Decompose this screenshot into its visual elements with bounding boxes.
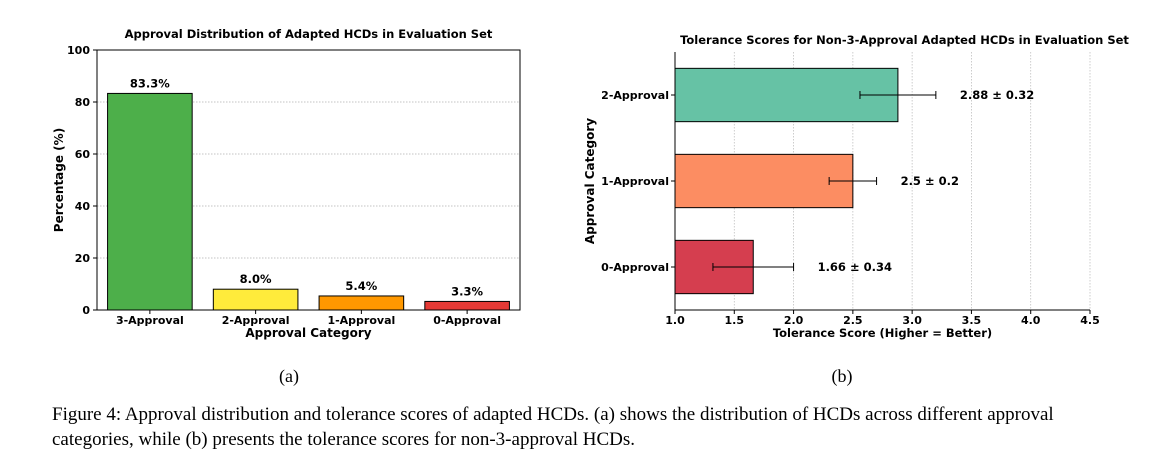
figure-caption: Figure 4: Approval distribution and tole…: [52, 404, 1054, 450]
tolerance-scores-chart: 1.0 1.5 2.0 2.5 3.0 3.5 4.0 4.5 2.88 ± 0.32 2-App…: [583, 33, 1129, 340]
x-tick-label: 2.5: [843, 314, 863, 327]
x-tick-label: 4.0: [1021, 314, 1041, 327]
approval-distribution-chart: 0 20 40 60 80 100 83.3% 3-Approval 8.0% 2-Approva…: [52, 27, 521, 340]
x-tick-label: 1.0: [665, 314, 685, 327]
y-tick-label: 0: [82, 304, 90, 317]
x-axis-label: Approval Category: [245, 326, 371, 340]
panel-a: 0 20 40 60 80 100 83.3% 3-Approval 8.0% 2-Approva…: [0, 0, 580, 360]
bar-value-label: 3.3%: [451, 284, 483, 298]
y-axis-label: Approval Category: [583, 118, 597, 244]
y-tick-label: 40: [75, 200, 91, 213]
bar-value-label: 2.5 ± 0.2: [901, 174, 959, 188]
bar-0-approval: [424, 300, 510, 311]
x-tick-label: 1-Approval: [327, 314, 395, 327]
y-axis-label: Percentage (%): [52, 128, 66, 232]
y-tick-label: 0-Approval: [601, 261, 669, 274]
x-tick-label: 3.5: [962, 314, 982, 327]
y-tick-label: 80: [75, 96, 91, 109]
x-tick-label: 3-Approval: [116, 314, 184, 327]
x-tick-label: 2-Approval: [222, 314, 290, 327]
bar-2-approval: [212, 288, 299, 311]
sublabel-a: (a): [279, 366, 299, 386]
bar-3-approval: [107, 92, 193, 311]
plot-frame: [96, 49, 521, 311]
bar-value-label: 2.88 ± 0.32: [960, 88, 1034, 102]
bar-value-label: 8.0%: [240, 272, 272, 286]
x-axis-label: Tolerance Score (Higher = Better): [773, 326, 992, 340]
y-tick-label: 60: [75, 148, 91, 161]
x-tick-label: 1.5: [725, 314, 745, 327]
bar-1-approval: [674, 153, 854, 209]
x-tick-label: 3.0: [902, 314, 922, 327]
y-tick-label: 20: [75, 252, 91, 265]
chart-title: Approval Distribution of Adapted HCDs in…: [125, 27, 493, 41]
x-tick-label: 0-Approval: [433, 314, 501, 327]
bar-value-label: 5.4%: [345, 279, 377, 293]
y-tick-label: 1-Approval: [601, 175, 669, 188]
chart-title: Tolerance Scores for Non-3-Approval Adap…: [680, 33, 1129, 47]
panel-b: 1.0 1.5 2.0 2.5 3.0 3.5 4.0 4.5 2.88 ± 0.32 2-App…: [580, 0, 1162, 360]
bar-value-label: 83.3%: [130, 76, 170, 90]
x-tick-label: 2.0: [784, 314, 804, 327]
bar-1-approval: [318, 295, 405, 311]
y-tick-label: 100: [67, 44, 90, 57]
bar-value-label: 1.66 ± 0.34: [818, 260, 892, 274]
x-tick-label: 4.5: [1080, 314, 1100, 327]
sublabel-b: (b): [831, 366, 853, 386]
y-tick-label: 2-Approval: [601, 89, 669, 102]
